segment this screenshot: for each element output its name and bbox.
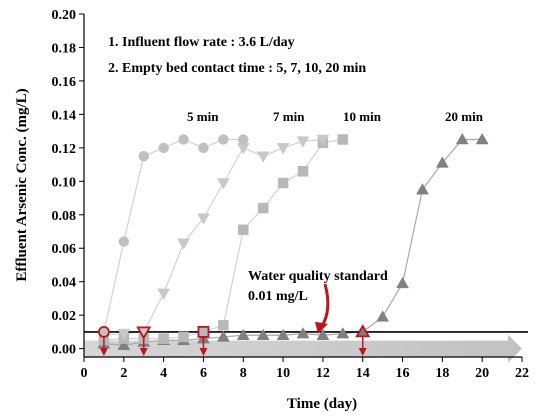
x-tick-label: 4 <box>160 366 167 381</box>
x-tick-label: 22 <box>515 366 529 381</box>
y-axis-title: Effluent Arsenic Conc. (mg/L) <box>14 88 30 281</box>
breakthrough-arrow-head <box>358 348 367 356</box>
breakthrough-point <box>197 326 210 338</box>
x-tick-label: 12 <box>316 366 330 381</box>
breakthrough-arrow-head <box>99 348 108 356</box>
standard-line-layer <box>84 283 528 334</box>
y-tick-label: 0.06 <box>52 242 77 257</box>
data-point <box>117 328 131 341</box>
data-point <box>277 177 289 189</box>
data-point <box>256 151 270 163</box>
series-line <box>103 138 483 346</box>
y-tick-label: 0.20 <box>52 8 77 23</box>
data-point <box>177 238 190 250</box>
series-label-5min: 5 min <box>187 109 219 124</box>
y-tick-label: 0.10 <box>52 175 77 190</box>
y-tick-label: 0.14 <box>52 108 77 123</box>
data-point <box>178 331 189 343</box>
data-point <box>276 143 290 155</box>
data-point <box>455 132 469 145</box>
data-point <box>238 224 249 236</box>
breakthrough-point <box>136 326 152 340</box>
data-point <box>236 328 250 340</box>
data-point <box>316 134 330 146</box>
standard-pointer <box>320 283 330 327</box>
series-label-10min: 10 min <box>343 109 382 124</box>
data-point <box>256 328 270 340</box>
data-point <box>158 142 169 154</box>
annotation-contact-time: 2. Empty bed contact time : 5, 7, 10, 20… <box>108 61 366 76</box>
data-point <box>297 166 309 177</box>
series-markers <box>97 132 489 351</box>
data-point <box>117 338 131 351</box>
axes <box>79 13 523 362</box>
y-tick-label: 0.16 <box>52 75 77 90</box>
y-tick-label: 0.04 <box>52 276 77 291</box>
data-point <box>216 330 230 342</box>
series-line <box>103 138 323 336</box>
data-point <box>475 132 489 145</box>
x-tick-label: 20 <box>475 366 489 381</box>
data-point <box>218 319 229 331</box>
standard-label: Water quality standard <box>248 269 388 284</box>
time-arrow <box>84 334 522 363</box>
data-point <box>336 327 350 339</box>
breakthrough-markers <box>98 324 371 356</box>
x-tick-label: 16 <box>396 366 410 381</box>
series-line <box>103 138 244 333</box>
data-point <box>316 328 330 340</box>
data-point <box>238 134 249 145</box>
data-point <box>435 156 449 168</box>
y-tick-label: 0.18 <box>52 41 77 56</box>
data-point <box>158 333 169 344</box>
standard-value-label: 0.01 mg/L <box>248 289 308 304</box>
data-point <box>416 183 429 195</box>
data-point <box>178 134 189 145</box>
chart-text: Time (day) Effluent Arsenic Conc. (mg/L)… <box>14 35 484 412</box>
data-point <box>118 236 130 247</box>
breakthrough-arrow-head <box>139 348 148 356</box>
annotation-flow-rate: 1. Influent flow rate : 3.6 L/day <box>108 35 295 50</box>
data-point <box>276 328 290 340</box>
x-tick-label: 8 <box>240 366 247 381</box>
data-point <box>157 288 171 300</box>
data-point <box>296 327 310 339</box>
y-tick-label: 0.12 <box>52 142 77 157</box>
x-tick-label: 18 <box>435 366 449 381</box>
time-arrow-layer <box>84 334 522 363</box>
x-tick-label: 2 <box>120 366 127 381</box>
x-tick-label: 10 <box>276 366 290 381</box>
y-tick-label: 0.08 <box>52 209 77 224</box>
standard-pointer-head <box>315 321 328 334</box>
x-axis-title: Time (day) <box>287 396 357 412</box>
series-lines <box>103 138 483 346</box>
data-point <box>218 134 229 145</box>
data-point <box>376 310 390 322</box>
data-point <box>197 213 210 225</box>
series-label-7min: 7 min <box>273 109 305 124</box>
data-point <box>198 142 209 154</box>
x-tick-label: 14 <box>356 366 370 381</box>
breakthrough-point <box>98 326 110 338</box>
data-point <box>396 276 409 289</box>
data-point <box>236 143 250 155</box>
breakthrough-arrow-head <box>199 348 208 356</box>
y-tick-label: 0.02 <box>52 309 77 324</box>
data-point <box>296 136 310 148</box>
x-tick-label: 0 <box>81 366 88 381</box>
data-point <box>138 150 149 162</box>
data-point <box>337 134 349 145</box>
breakthrough-point <box>355 324 371 338</box>
tick-labels: 0 2 4 6 8 10 12 14 16 18 20 22 0.00 0.02 0.04 0.06 0.08 0… <box>52 8 530 381</box>
data-point <box>216 178 230 190</box>
series-label-20min: 20 min <box>445 109 484 124</box>
x-tick-label: 6 <box>200 366 207 381</box>
y-tick-label: 0.00 <box>52 343 77 358</box>
data-point <box>257 202 269 214</box>
